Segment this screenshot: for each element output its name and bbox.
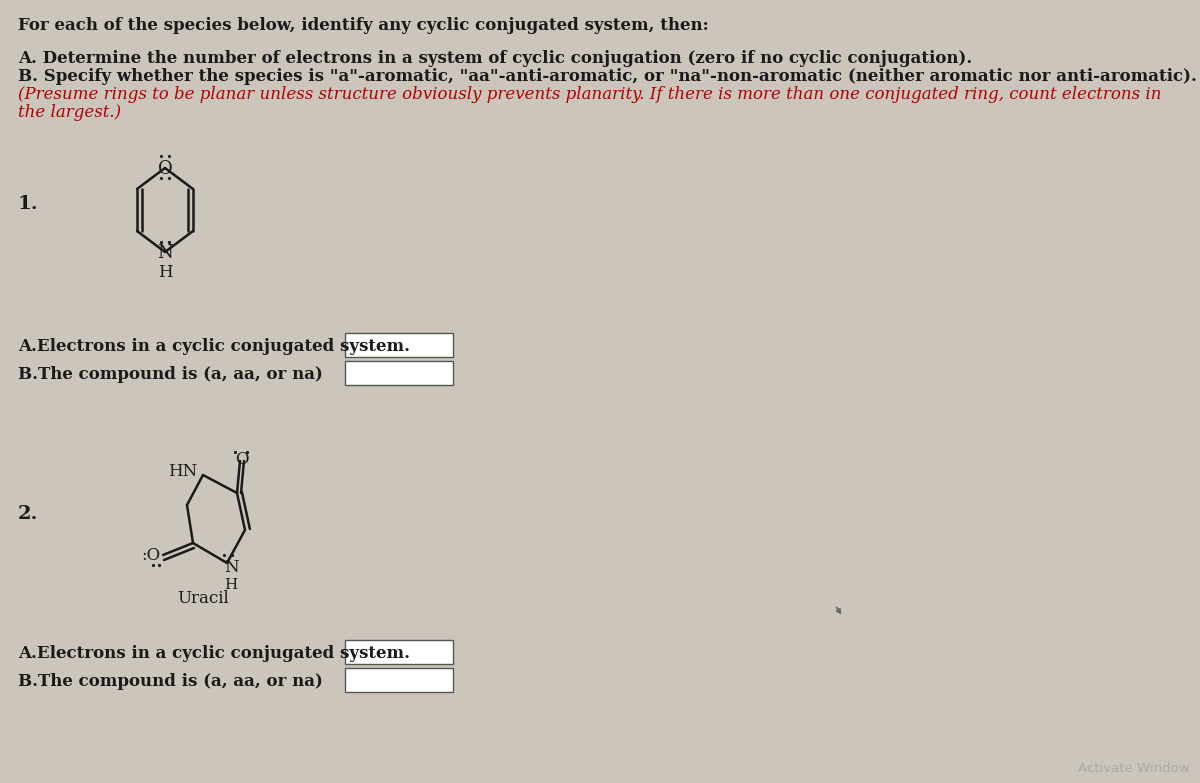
Text: B.The compound is (a, aa, or na): B.The compound is (a, aa, or na) bbox=[18, 366, 323, 383]
Text: B.The compound is (a, aa, or na): B.The compound is (a, aa, or na) bbox=[18, 673, 323, 690]
Text: Activate Window: Activate Window bbox=[1079, 762, 1190, 775]
Bar bbox=[346, 668, 454, 692]
Text: A.Electrons in a cyclic conjugated system.: A.Electrons in a cyclic conjugated syste… bbox=[18, 338, 410, 355]
Text: H: H bbox=[224, 578, 238, 592]
Text: 2.: 2. bbox=[18, 505, 38, 523]
Text: H: H bbox=[157, 264, 173, 281]
Text: 1.: 1. bbox=[18, 195, 38, 213]
Text: A.Electrons in a cyclic conjugated system.: A.Electrons in a cyclic conjugated syste… bbox=[18, 645, 410, 662]
Text: B. Specify whether the species is "a"-aromatic, "aa"-anti-aromatic, or "na"-non-: B. Specify whether the species is "a"-ar… bbox=[18, 68, 1196, 85]
Text: N: N bbox=[223, 558, 239, 576]
Text: A. Determine the number of electrons in a system of cyclic conjugation (zero if : A. Determine the number of electrons in … bbox=[18, 50, 972, 67]
Bar bbox=[346, 361, 454, 385]
Text: the largest.): the largest.) bbox=[18, 104, 121, 121]
Bar bbox=[346, 640, 454, 664]
Text: :O: :O bbox=[142, 547, 161, 564]
Text: N: N bbox=[157, 244, 173, 262]
Text: HN: HN bbox=[168, 463, 198, 479]
Bar bbox=[346, 333, 454, 357]
Text: For each of the species below, identify any cyclic conjugated system, then:: For each of the species below, identify … bbox=[18, 17, 709, 34]
Text: O: O bbox=[157, 160, 173, 178]
Text: (Presume rings to be planar unless structure obviously prevents planarity. If th: (Presume rings to be planar unless struc… bbox=[18, 86, 1162, 103]
Text: Uracil: Uracil bbox=[178, 590, 229, 607]
Text: O: O bbox=[235, 452, 248, 468]
